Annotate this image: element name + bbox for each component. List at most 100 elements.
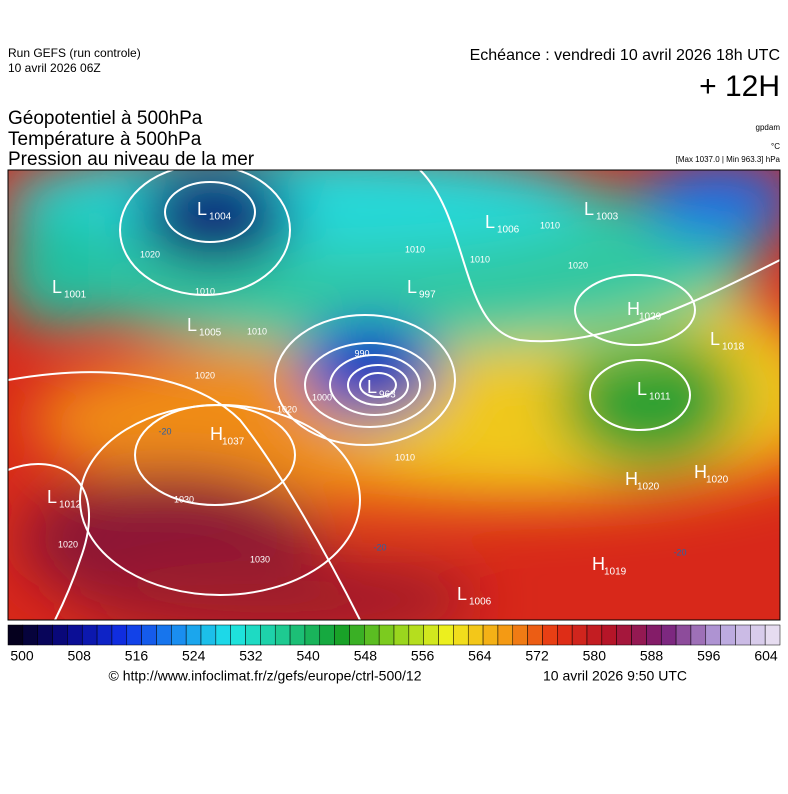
isobar-label: 1010 [395, 452, 415, 462]
colorbar-cell [423, 624, 439, 646]
temperature-label: -20 [373, 542, 386, 552]
colorbar-label: 508 [68, 648, 92, 664]
colorbar-cell [334, 624, 350, 646]
colorbar-cell [660, 624, 677, 646]
center-value: 963 [379, 390, 396, 401]
colorbar-cell [215, 624, 231, 646]
colorbar-cell [690, 624, 707, 646]
center-type: L [407, 277, 417, 297]
colorbar-cell [408, 624, 424, 646]
center-type: L [187, 315, 197, 335]
colorbar-cell [260, 624, 276, 646]
colorbar-cell [750, 624, 766, 646]
center-type: L [485, 212, 495, 232]
colorbar-cell [571, 624, 588, 646]
footer-time: 10 avril 2026 9:50 UTC [543, 668, 687, 684]
colorbar-cell [141, 624, 157, 646]
colorbar-label: 548 [354, 648, 378, 664]
center-value: 1003 [596, 212, 619, 223]
colorbar-cell [171, 624, 187, 646]
colorbar-cell [735, 624, 751, 646]
unit: gpdam [756, 123, 781, 132]
center-value: 1019 [604, 567, 627, 578]
colorbar-cell [185, 624, 202, 646]
colorbar-label: 532 [239, 648, 263, 664]
center-value: 1011 [649, 392, 671, 403]
isobar-label: 1000 [312, 392, 332, 402]
center-value: 1006 [469, 597, 492, 608]
colorbar-label: 604 [754, 648, 778, 664]
colorbar-cell [542, 624, 558, 646]
colorbar-cell [764, 624, 781, 646]
temperature-label: -20 [673, 547, 686, 557]
colorbar-cell [601, 624, 617, 646]
colorbar-cell [675, 624, 692, 646]
isobar-label: 1010 [195, 286, 215, 296]
colorbar-cell [467, 624, 484, 646]
colorbar-cell [349, 624, 365, 646]
footer-url: © http://www.infoclimat.fr/z/gefs/europe… [108, 668, 421, 684]
unit: [Max 1037.0 | Min 963.3] hPa [676, 155, 781, 164]
colorbar-label: 580 [583, 648, 607, 664]
isobar-label: 1020 [277, 404, 297, 414]
colorbar-cell [616, 624, 632, 646]
center-value: 1037 [222, 437, 245, 448]
colorbar-cell [646, 624, 662, 646]
center-value: 1005 [199, 328, 222, 339]
center-value: 1029 [639, 312, 662, 323]
colorbar-cell [586, 624, 603, 646]
center-type: L [584, 199, 594, 219]
temperature-label: -20 [158, 426, 171, 436]
colorbar-cell [393, 624, 410, 646]
colorbar-cell [111, 624, 128, 646]
isobar-label: 1010 [470, 254, 490, 264]
center-type: H [625, 469, 638, 489]
center-value: 1006 [497, 225, 520, 236]
isobars [8, 170, 780, 620]
center-value: 1020 [706, 475, 729, 486]
isobar-label: 1030 [250, 554, 270, 564]
colorbar-cell [230, 624, 246, 646]
colorbar-label: 516 [125, 648, 149, 664]
colorbar-cell [705, 624, 721, 646]
colorbar-cell [631, 624, 647, 646]
colorbar-cell [81, 624, 98, 646]
colorbar-label: 572 [525, 648, 549, 664]
isobar-label: 1020 [195, 370, 215, 380]
echeance: Echéance : vendredi 10 avril 2026 18h UT… [470, 47, 780, 64]
colorbar-label: 556 [411, 648, 435, 664]
colorbar-cell [22, 624, 38, 646]
colorbar-cell [245, 624, 261, 646]
run: Run GEFS (run controle) [8, 46, 141, 60]
colorbar-cell [52, 624, 68, 646]
colorbar-cell [364, 624, 380, 646]
center-type: L [367, 377, 377, 397]
title: Température à 500hPa [8, 129, 202, 150]
colorbar-cell [438, 624, 454, 646]
run-date: 10 avril 2026 06Z [8, 61, 101, 75]
center-type: L [197, 199, 207, 219]
colorbar-cell [126, 624, 142, 646]
colorbar-cell [96, 624, 113, 646]
center-type: H [210, 424, 223, 444]
center-type: L [47, 487, 57, 507]
colorbar-cell [527, 624, 543, 646]
colorbar-label: 588 [640, 648, 664, 664]
center-value: 997 [419, 290, 436, 301]
isobar-label: 990 [354, 348, 369, 358]
colorbar-cell [557, 624, 573, 646]
colorbar-cell [378, 624, 395, 646]
center-value: 1004 [209, 212, 232, 223]
colorbar-label: 596 [697, 648, 721, 664]
colorbar-cell [304, 624, 321, 646]
center-type: L [710, 329, 720, 349]
isobar-label: 1030 [174, 494, 194, 504]
colorbar-cell [156, 624, 172, 646]
center-value: 1018 [722, 342, 745, 353]
center-type: H [592, 554, 605, 574]
colorbar-cell [289, 624, 306, 646]
isobar-label: 1020 [58, 539, 78, 549]
center-value: 1020 [637, 482, 660, 493]
isobar-label: 1010 [247, 326, 267, 336]
